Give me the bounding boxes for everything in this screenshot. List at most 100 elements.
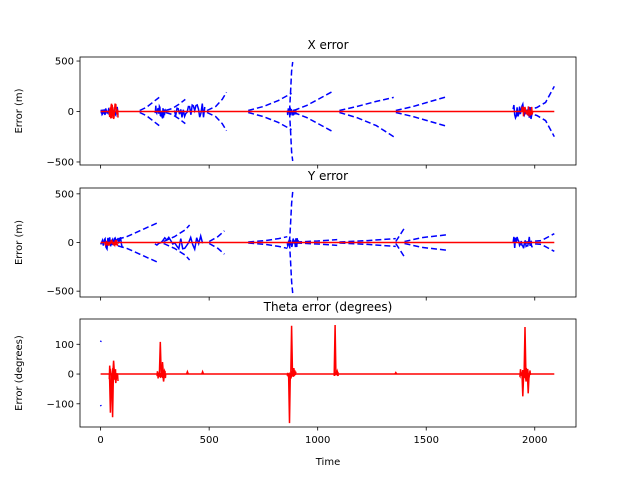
series-spike bbox=[287, 373, 292, 424]
series-line bbox=[288, 242, 294, 294]
series-line bbox=[404, 242, 448, 252]
series-spike bbox=[394, 371, 398, 375]
y-axis-label: Error (m) bbox=[14, 88, 25, 133]
series-2 bbox=[100, 324, 555, 424]
x-tick-label: 1000 bbox=[305, 435, 330, 446]
series-line bbox=[248, 242, 288, 250]
x-axis-label: Time bbox=[315, 457, 340, 468]
series-noise bbox=[154, 103, 167, 119]
series-line bbox=[248, 235, 288, 243]
y-tick-label: 0 bbox=[68, 238, 74, 249]
series-spike bbox=[523, 326, 527, 375]
series-spike bbox=[526, 373, 530, 394]
series-line bbox=[404, 233, 448, 243]
panel-title: Y error bbox=[307, 169, 348, 183]
series-noise bbox=[154, 233, 204, 252]
plot-area bbox=[99, 324, 555, 424]
series-line bbox=[248, 111, 292, 131]
series-line bbox=[395, 95, 449, 112]
series-line bbox=[395, 243, 406, 258]
series-line bbox=[288, 191, 294, 243]
series-line bbox=[339, 111, 395, 138]
plot-area bbox=[99, 191, 555, 294]
series-line bbox=[288, 111, 294, 162]
series-line bbox=[165, 111, 186, 125]
y-axis-label: Error (degrees) bbox=[14, 335, 25, 411]
series-line bbox=[139, 96, 160, 112]
series-1 bbox=[99, 340, 102, 407]
series-spike bbox=[112, 360, 116, 375]
panel-3: 0 500 1000 1500 2000 −100 0 100 Theta error (deg… bbox=[14, 300, 577, 468]
y-tick-label: 100 bbox=[55, 340, 74, 351]
series-noise bbox=[104, 239, 119, 248]
series-2 bbox=[100, 239, 555, 248]
y-tick-label: 500 bbox=[55, 57, 74, 68]
x-tick-label: 0 bbox=[97, 435, 103, 446]
series-noise bbox=[156, 368, 167, 379]
series-line bbox=[339, 242, 396, 248]
series-spike bbox=[114, 373, 118, 384]
series-spike bbox=[185, 369, 189, 375]
series-line bbox=[99, 340, 102, 343]
series-line bbox=[248, 92, 292, 112]
series-line bbox=[295, 242, 338, 247]
panel-1: −500 0 500 X error Error (m) bbox=[14, 38, 577, 169]
series-line bbox=[163, 224, 191, 243]
series-line bbox=[109, 242, 160, 264]
series-line bbox=[293, 111, 334, 133]
series-line bbox=[109, 221, 160, 243]
series-line bbox=[208, 230, 225, 243]
series-2 bbox=[100, 103, 555, 120]
series-spike bbox=[161, 373, 166, 382]
series-line bbox=[525, 85, 555, 112]
series-line bbox=[339, 237, 396, 243]
series-spike bbox=[524, 373, 528, 382]
x-tick-label: 500 bbox=[200, 435, 219, 446]
series-spike bbox=[335, 368, 339, 375]
series-noise bbox=[286, 107, 297, 116]
plot-area bbox=[100, 61, 555, 162]
series-line bbox=[165, 98, 186, 112]
series-line bbox=[208, 242, 225, 255]
y-tick-label: 0 bbox=[68, 370, 74, 381]
x-tick-label: 2000 bbox=[522, 435, 547, 446]
series-spike bbox=[290, 325, 294, 375]
y-tick-label: −500 bbox=[47, 287, 74, 298]
panel-title: X error bbox=[307, 38, 348, 52]
series-noise bbox=[108, 103, 119, 120]
series-noise bbox=[520, 106, 534, 118]
series-spike bbox=[108, 373, 113, 413]
series-line bbox=[206, 111, 228, 132]
series-noise bbox=[173, 103, 206, 119]
panel-title: Theta error (degrees) bbox=[263, 300, 393, 314]
series-line bbox=[339, 96, 394, 112]
series-line bbox=[206, 91, 228, 112]
series-spike bbox=[201, 369, 205, 375]
series-line bbox=[288, 61, 294, 112]
series-line bbox=[293, 90, 334, 112]
series-line bbox=[163, 242, 191, 261]
y-tick-label: −100 bbox=[47, 399, 74, 410]
series-line bbox=[99, 404, 102, 407]
series-line bbox=[395, 111, 449, 128]
y-axis-label: Error (m) bbox=[14, 220, 25, 265]
series-spike bbox=[158, 341, 162, 375]
series-line bbox=[395, 227, 406, 242]
series-line bbox=[295, 238, 338, 243]
y-tick-label: 500 bbox=[55, 189, 74, 200]
axes-frame bbox=[79, 318, 577, 428]
y-tick-label: −500 bbox=[47, 157, 74, 168]
series-spike bbox=[333, 324, 337, 375]
y-tick-label: 0 bbox=[68, 107, 74, 118]
series-line bbox=[139, 111, 160, 127]
series-spike bbox=[110, 373, 115, 418]
panel-2: −500 0 500 Y error Error (m) bbox=[14, 169, 577, 301]
series-noise bbox=[512, 101, 534, 121]
series-spike bbox=[521, 373, 525, 397]
series-spike bbox=[292, 367, 296, 375]
axes-frame bbox=[79, 56, 577, 166]
series-1 bbox=[99, 191, 555, 294]
x-tick-label: 1500 bbox=[413, 435, 438, 446]
